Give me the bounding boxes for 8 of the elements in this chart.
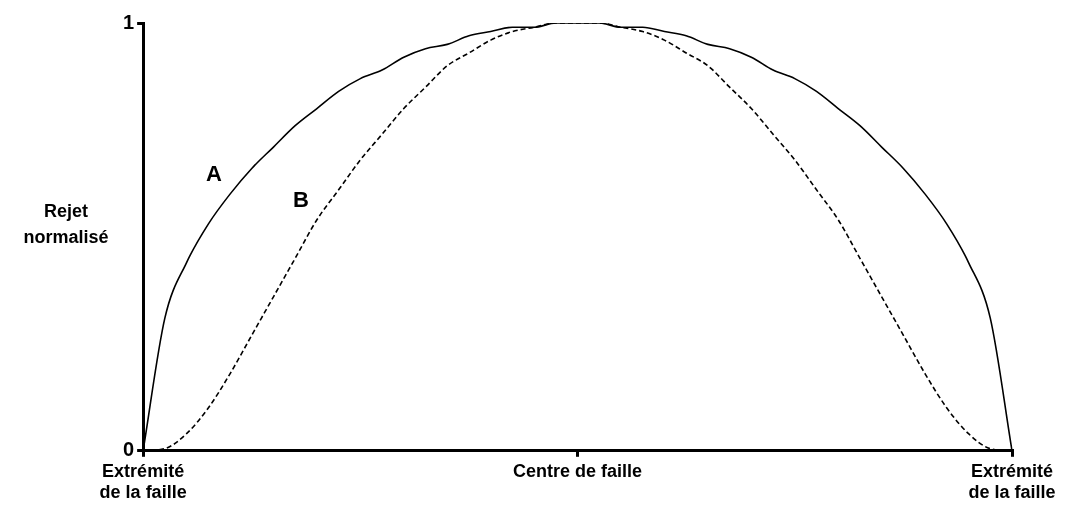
x-tick-label: Centre de faille <box>513 460 643 481</box>
series-label: B <box>293 186 309 212</box>
y-axis-title: Rejet normalisé <box>22 200 110 249</box>
y-tick-label: 1 <box>123 10 135 33</box>
x-tick-label: Extrémité de la faille <box>99 460 187 503</box>
y-tick-label: 0 <box>123 438 135 461</box>
series-label: A <box>206 161 223 187</box>
x-tick-label: Extrémité de la faille <box>968 460 1056 503</box>
